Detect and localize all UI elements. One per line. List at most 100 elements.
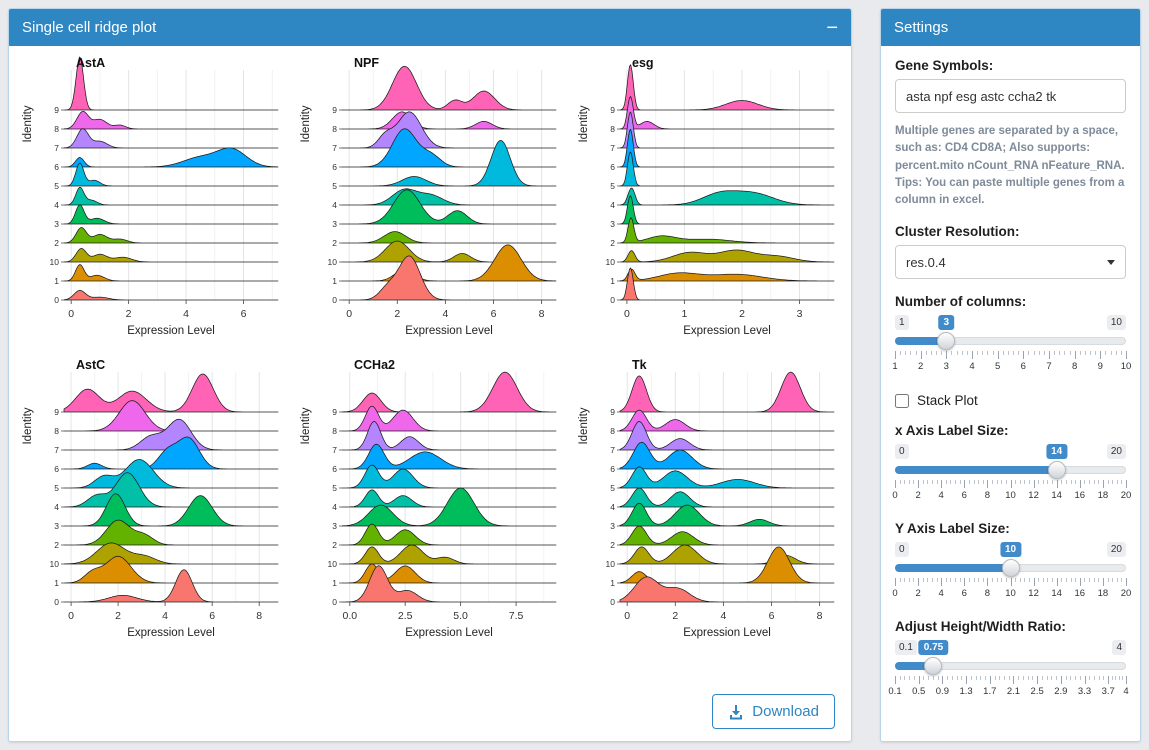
gene-symbols-input[interactable] — [895, 79, 1126, 113]
ridge-plot-panel-header: Single cell ridge plot − — [9, 9, 851, 46]
y-tick-label: 7 — [54, 143, 59, 153]
x-tick-label: 0 — [68, 308, 74, 320]
height-width-ratio-value-label: 0.75 — [918, 640, 949, 656]
ridge-plot-panel-body: 9 8 7 6 5 4 3 2 10 1 0 0 2 4 6 AstA Expression Level Iden… — [9, 46, 851, 741]
x-axis-label-size-max-label: 20 — [1106, 444, 1126, 460]
y-tick-label: 3 — [332, 219, 337, 229]
y-tick-label: 9 — [610, 105, 615, 115]
x-axis-label-size-grid-label: 12 — [1028, 490, 1039, 502]
collapse-icon[interactable]: − — [826, 16, 838, 39]
x-axis-label-size-label: x Axis Label Size: — [895, 423, 1009, 439]
x-tick-label: 4 — [720, 610, 726, 622]
y-tick-label: 1 — [610, 578, 615, 588]
y-tick-label: 3 — [54, 521, 59, 531]
x-axis-label-size-handle[interactable] — [1047, 461, 1066, 480]
y-tick-label: 10 — [606, 257, 616, 267]
x-tick-label: 4 — [442, 308, 448, 320]
y-tick-label: 10 — [50, 559, 60, 569]
x-tick-label: 0 — [68, 610, 74, 622]
y-tick-label: 7 — [332, 143, 337, 153]
y-tick-label: 6 — [332, 464, 337, 474]
x-tick-label: 2 — [672, 610, 678, 622]
plot-title: NPF — [354, 56, 379, 70]
x-axis-label-size-grid-label: 8 — [984, 490, 991, 502]
plot-title: esg — [632, 56, 654, 70]
y-tick-label: 4 — [610, 502, 615, 512]
x-tick-label: 8 — [256, 610, 262, 622]
stack-plot-row: Stack Plot — [895, 393, 1126, 408]
y-axis-label: Identity — [300, 407, 312, 444]
y-tick-label: 0 — [610, 295, 615, 305]
y-tick-label: 9 — [610, 407, 615, 417]
ridge-plot-panel-title: Single cell ridge plot — [22, 19, 157, 36]
x-axis-label: Expression Level — [405, 627, 493, 639]
y-tick-label: 5 — [332, 181, 337, 191]
gene-symbols-label: Gene Symbols: — [895, 58, 994, 73]
height-width-ratio-grid-label: 2.1 — [1006, 686, 1021, 698]
y-tick-label: 4 — [54, 502, 59, 512]
number-of-columns-grid-label: 9 — [1097, 361, 1103, 373]
number-of-columns-value-label: 3 — [938, 315, 955, 331]
plot-title: AstC — [76, 358, 105, 372]
y-axis-label-size-grid-label: 0 — [892, 588, 898, 600]
y-tick-label: 8 — [332, 124, 337, 134]
y-tick-label: 2 — [332, 540, 337, 550]
y-tick-label: 8 — [332, 426, 337, 436]
download-button[interactable]: Download — [712, 694, 835, 729]
height-width-ratio-handle[interactable] — [924, 657, 943, 676]
y-tick-label: 0 — [54, 295, 59, 305]
y-tick-label: 6 — [610, 162, 615, 172]
y-tick-label: 3 — [610, 219, 615, 229]
plot-title: Tk — [632, 358, 647, 372]
x-axis-label-size-slider: 0 20 14 0 2 4 6 8 10 12 14 16 18 20 — [892, 444, 1131, 506]
y-axis-label-size-grid-label: 14 — [1051, 588, 1062, 600]
chevron-down-icon — [1107, 260, 1115, 266]
number-of-columns-grid-label: 2 — [918, 361, 924, 373]
y-axis-label-size-grid-label: 4 — [938, 588, 944, 600]
y-tick-label: 2 — [610, 238, 615, 248]
y-tick-label: 2 — [54, 540, 59, 550]
cluster-resolution-select[interactable]: res.0.4 — [895, 245, 1126, 280]
x-axis-label-size-grid-label: 18 — [1097, 490, 1109, 502]
y-tick-label: 8 — [54, 426, 59, 436]
x-tick-label: 0 — [624, 308, 630, 320]
y-tick-label: 7 — [610, 143, 615, 153]
number-of-columns-max-label: 10 — [1106, 315, 1126, 331]
y-tick-label: 5 — [610, 181, 615, 191]
y-tick-label: 4 — [610, 200, 615, 210]
x-tick-label: 4 — [183, 308, 189, 320]
help-text-1: Multiple genes are separated by a space,… — [895, 125, 1125, 172]
stack-plot-checkbox[interactable] — [895, 393, 909, 408]
y-axis-label-size-handle[interactable] — [1001, 559, 1020, 578]
height-width-ratio-grid-label: 2.9 — [1054, 686, 1068, 698]
height-width-ratio-grid-label: 4 — [1123, 686, 1129, 698]
y-axis-label-size-grid-label: 2 — [915, 588, 921, 600]
height-width-ratio-grid-label: 0.5 — [912, 686, 926, 698]
height-width-ratio-grid: 0.1 0.5 0.9 1.3 1.7 2.1 2.5 2.9 3.3 3.7 4 — [888, 676, 1129, 700]
y-tick-label: 7 — [610, 445, 615, 455]
number-of-columns-handle[interactable] — [937, 332, 956, 351]
x-tick-label: 2 — [394, 308, 400, 320]
ridge-plot-panel: Single cell ridge plot − 9 8 7 6 5 4 3 2 10 1 0 0 2 4… — [8, 8, 852, 742]
x-axis-label-size-grid-label: 6 — [961, 490, 967, 502]
y-tick-label: 6 — [54, 464, 59, 474]
y-tick-label: 4 — [332, 200, 337, 210]
x-tick-label: 4 — [162, 610, 168, 622]
y-tick-label: 1 — [610, 276, 615, 286]
plots-grid: 9 8 7 6 5 4 3 2 10 1 0 0 2 4 6 AstA Expression Level Iden… — [9, 46, 851, 658]
y-axis-label: Identity — [578, 407, 590, 444]
x-axis-label-size-value-label: 14 — [1046, 444, 1068, 460]
y-tick-label: 9 — [332, 407, 337, 417]
height-width-ratio-grid-label: 2.5 — [1030, 686, 1044, 698]
y-tick-label: 6 — [54, 162, 59, 172]
y-axis-label: Identity — [22, 407, 34, 444]
cluster-resolution-value: res.0.4 — [906, 254, 946, 270]
x-axis-label: Expression Level — [127, 627, 215, 639]
y-axis-label-size-grid-label: 6 — [961, 588, 967, 600]
download-row: Download — [9, 694, 851, 741]
height-width-ratio-grid-label: 0.9 — [935, 686, 949, 698]
x-tick-label: 6 — [491, 308, 497, 320]
